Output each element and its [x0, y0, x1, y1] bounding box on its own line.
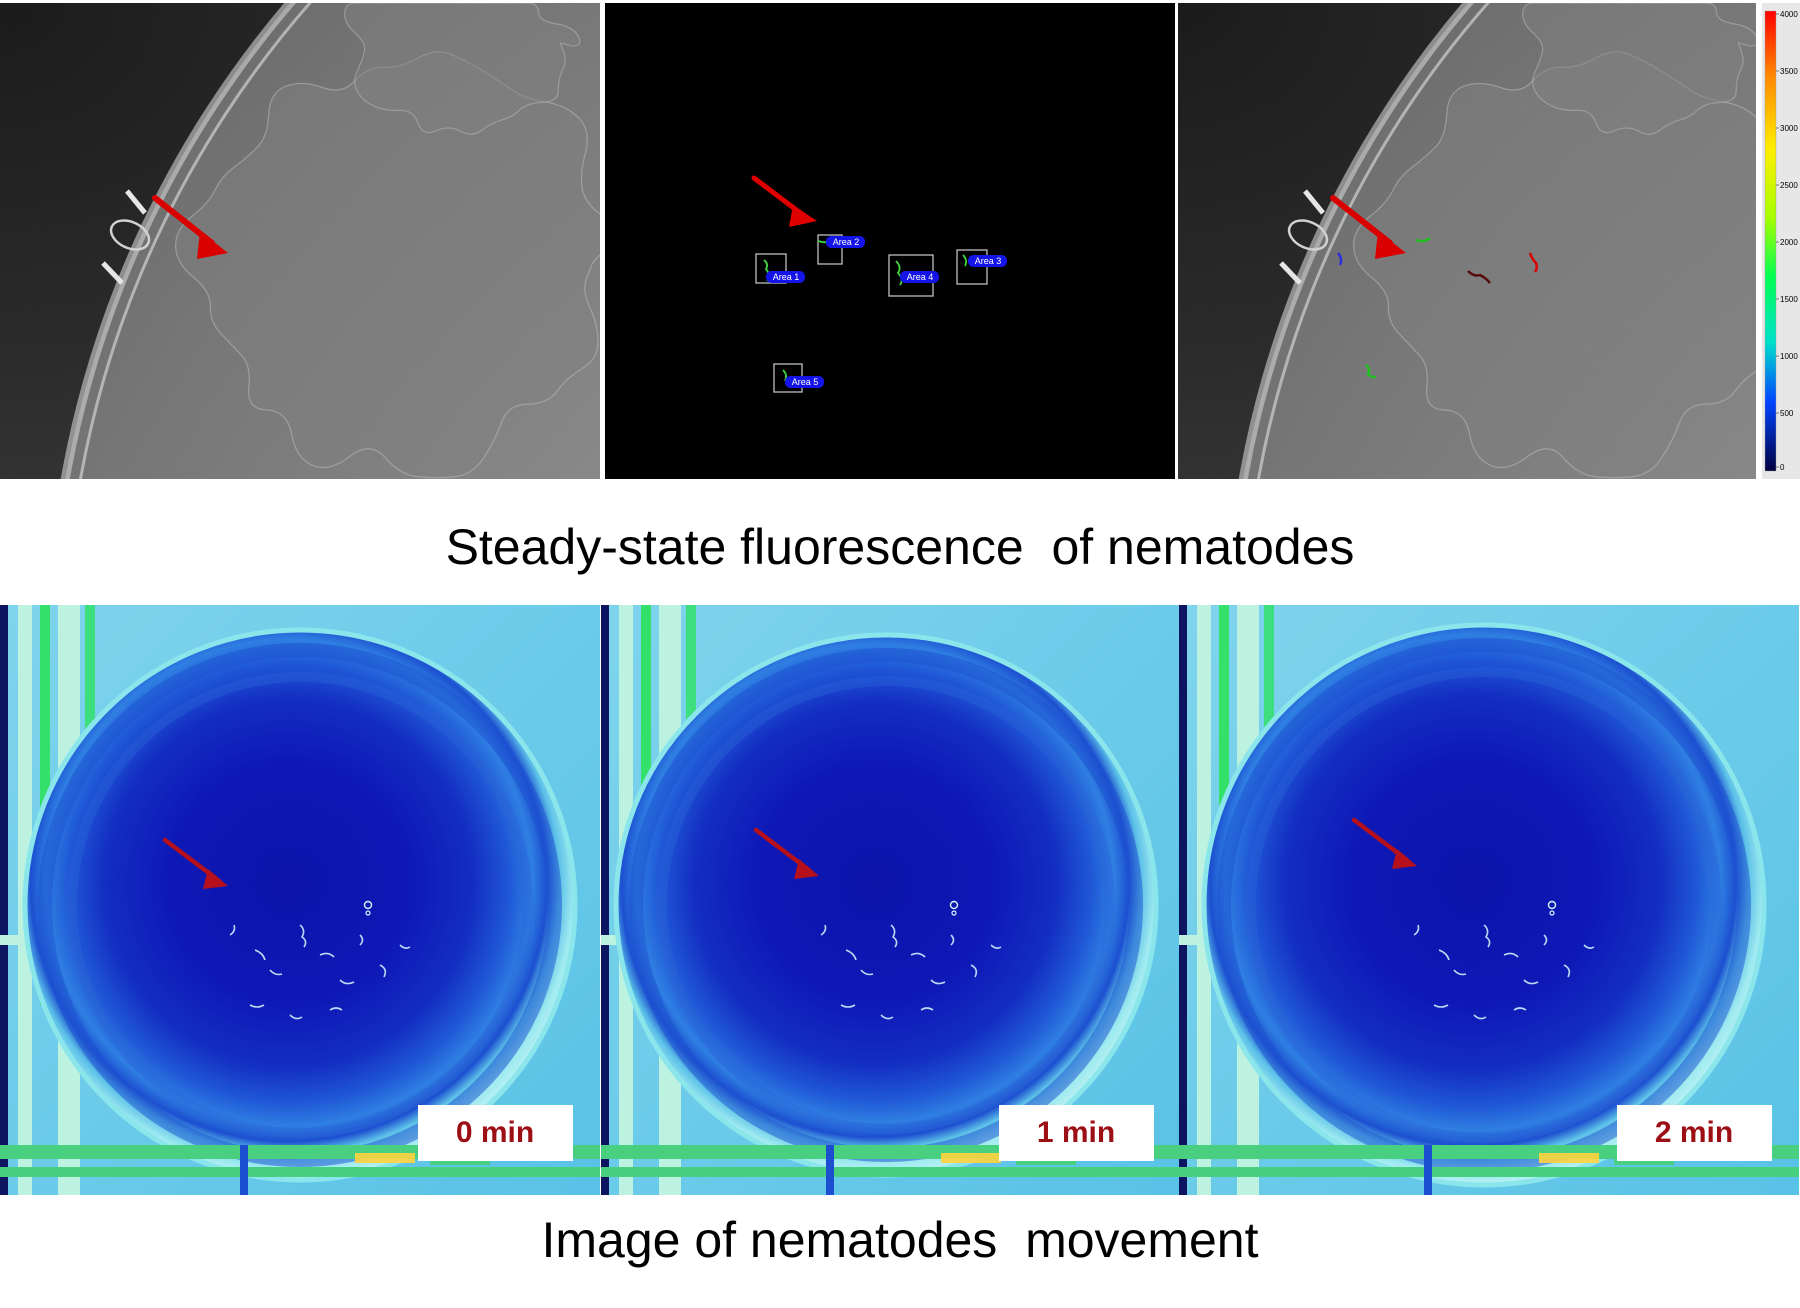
- svg-text:500: 500: [1780, 409, 1794, 418]
- svg-text:4000: 4000: [1780, 10, 1798, 19]
- svg-text:Area 3: Area 3: [975, 256, 1002, 266]
- svg-text:2000: 2000: [1780, 238, 1798, 247]
- svg-text:1 min: 1 min: [1037, 1116, 1115, 1149]
- svg-text:Area 4: Area 4: [907, 272, 934, 282]
- svg-text:2 min: 2 min: [1655, 1116, 1733, 1149]
- svg-text:0 min: 0 min: [456, 1116, 534, 1149]
- svg-text:Area 2: Area 2: [833, 237, 860, 247]
- svg-text:3500: 3500: [1780, 67, 1798, 76]
- svg-text:Area 5: Area 5: [792, 377, 819, 387]
- svg-text:Area 1: Area 1: [773, 272, 800, 282]
- svg-text:1000: 1000: [1780, 352, 1798, 361]
- svg-text:3000: 3000: [1780, 124, 1798, 133]
- svg-text:0: 0: [1780, 463, 1785, 472]
- svg-text:2500: 2500: [1780, 181, 1798, 190]
- svg-text:1500: 1500: [1780, 295, 1798, 304]
